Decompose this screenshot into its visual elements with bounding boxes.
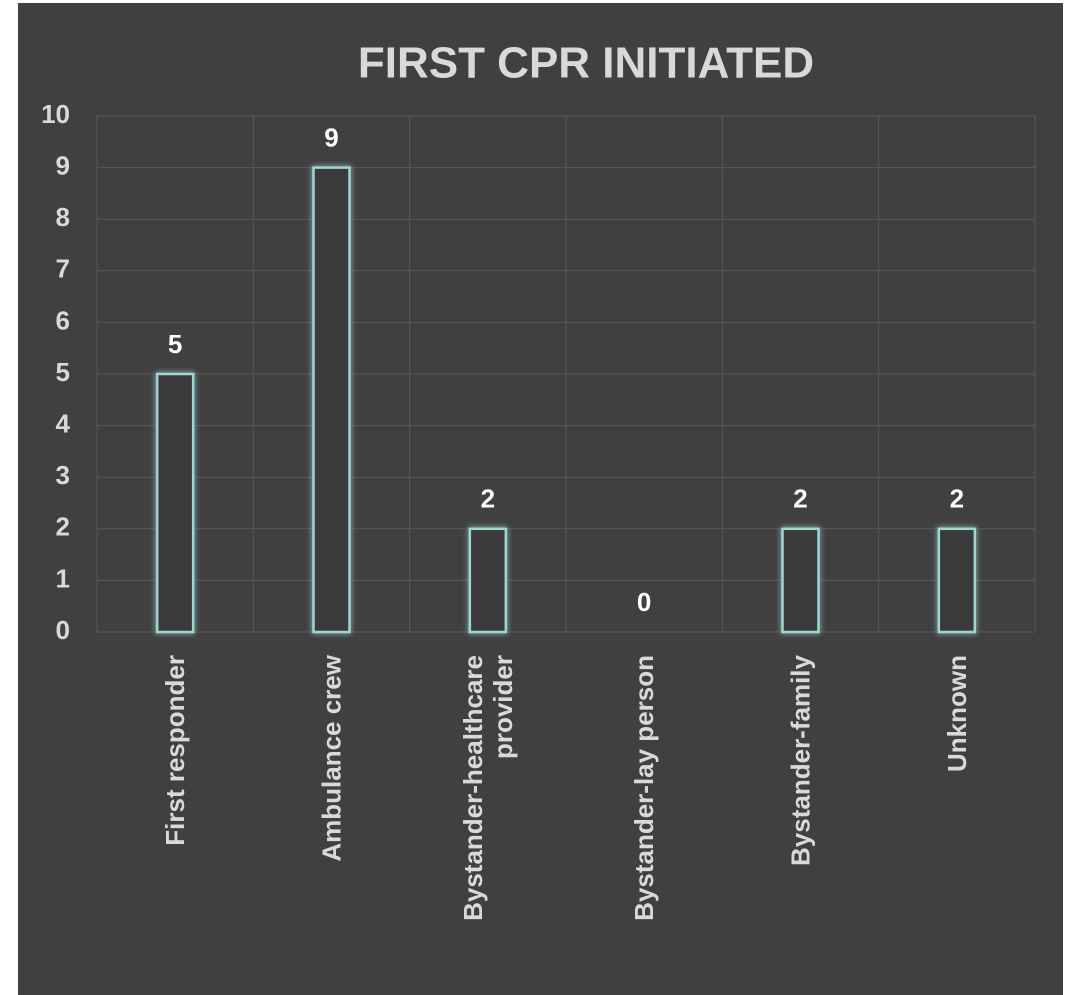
- data-label: 2: [950, 484, 964, 514]
- x-tick-label: Bystander-healthcareprovider: [458, 655, 518, 921]
- y-tick-label: 10: [41, 99, 70, 129]
- y-tick-label: 4: [56, 408, 71, 438]
- bar: [937, 527, 977, 634]
- data-label: 0: [637, 587, 651, 617]
- data-label: 2: [793, 484, 807, 514]
- bar: [155, 372, 195, 634]
- y-tick-label: 7: [56, 254, 70, 284]
- bar: [312, 166, 351, 634]
- bar: [468, 527, 508, 634]
- data-label: 2: [481, 484, 495, 514]
- x-tick-label: Bystander-family: [786, 654, 816, 865]
- y-tick-label: 6: [56, 305, 70, 335]
- x-tick-label: Bystander-lay person: [629, 655, 659, 921]
- x-tick-label: Ambulance crew: [317, 654, 347, 861]
- y-tick-label: 2: [56, 512, 70, 542]
- chart-title: FIRST CPR INITIATED: [358, 39, 814, 88]
- x-tick-label: First responder: [160, 655, 190, 846]
- y-tick-label: 9: [56, 150, 70, 180]
- y-tick-label: 0: [56, 615, 70, 645]
- y-tick-label: 8: [56, 202, 70, 232]
- y-tick-label: 3: [56, 460, 70, 490]
- data-label: 5: [168, 329, 182, 359]
- data-label: 9: [324, 122, 338, 152]
- x-tick-label: Unknown: [942, 655, 972, 772]
- y-tick-label: 1: [56, 563, 70, 593]
- y-tick-label: 5: [56, 357, 70, 387]
- bar: [781, 527, 820, 634]
